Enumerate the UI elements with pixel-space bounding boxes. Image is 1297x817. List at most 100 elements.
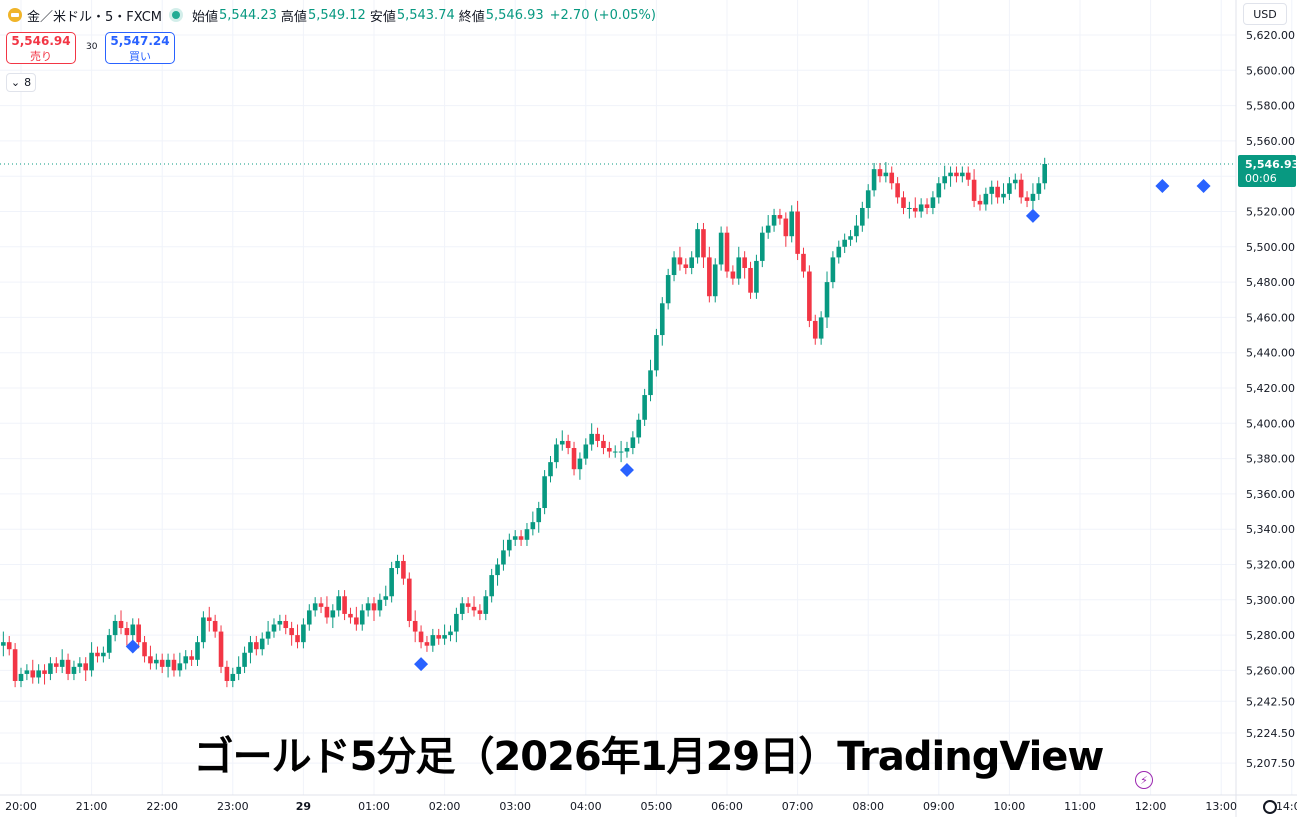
symbol-title[interactable]: 金／米ドル・5・FXCM xyxy=(27,9,163,25)
candle-body xyxy=(671,257,677,276)
x-tick-label: 22:00 xyxy=(146,800,178,813)
spread-value: 30 xyxy=(86,42,98,52)
y-tick-label: 5,460.00 xyxy=(1246,311,1295,324)
high-label: 高値 xyxy=(280,9,307,25)
candle-body xyxy=(771,215,777,226)
buy-button[interactable]: 5,547.24 買い xyxy=(105,32,175,64)
x-tick-label: 06:00 xyxy=(711,800,743,813)
high-value: 5,549.12 xyxy=(307,7,366,23)
x-tick-label: 20:00 xyxy=(5,800,37,813)
signal-marker xyxy=(1196,178,1211,193)
candle-body xyxy=(12,649,18,681)
candle-body xyxy=(571,448,577,470)
candle-body xyxy=(736,257,742,279)
candle-body xyxy=(636,419,642,438)
candle-body xyxy=(59,659,65,667)
candle-body xyxy=(512,536,518,540)
candle-body xyxy=(171,659,177,671)
candle-body xyxy=(259,638,265,650)
candle-body xyxy=(95,652,100,657)
candle-body xyxy=(201,617,206,643)
candle-body xyxy=(971,179,977,201)
lightning-icon[interactable]: ⚡ xyxy=(1135,771,1153,789)
candle-body xyxy=(983,193,989,205)
y-tick-label: 5,360.00 xyxy=(1246,488,1295,501)
candle-body xyxy=(677,257,683,265)
candle-body xyxy=(124,628,130,636)
y-tick-label: 5,500.00 xyxy=(1246,241,1295,254)
candle-body xyxy=(912,207,918,212)
candle-body xyxy=(601,440,606,449)
candle-body xyxy=(954,172,959,177)
candle-body xyxy=(707,257,712,297)
y-tick-label: 5,380.00 xyxy=(1246,453,1295,466)
candle-body xyxy=(595,433,600,441)
candle-body xyxy=(18,673,24,681)
candle-body xyxy=(860,207,865,226)
candle-body xyxy=(159,659,165,667)
candle-body xyxy=(48,663,53,674)
candle-body xyxy=(618,451,624,453)
candle-body xyxy=(271,624,277,632)
candle-body xyxy=(136,624,141,643)
candle-body xyxy=(501,550,506,565)
indicators-toggle-button[interactable]: ⌄ 8 xyxy=(6,73,36,92)
candle-body xyxy=(336,596,341,611)
candle-body xyxy=(1012,179,1018,184)
symbol-header: 金／米ドル・5・FXCM 始値 5,544.23 高値 5,549.12 安値 5,5… xyxy=(8,5,656,25)
open-label: 始値 xyxy=(192,9,219,25)
x-tick-label: 12:00 xyxy=(1135,800,1167,813)
grid xyxy=(0,0,1293,795)
x-tick-label: 21:00 xyxy=(76,800,108,813)
signal-marker xyxy=(414,657,429,672)
candle-body xyxy=(871,169,877,191)
candle-body xyxy=(948,172,953,177)
candle-body xyxy=(812,320,818,339)
currency-button[interactable]: USD xyxy=(1243,3,1287,25)
candle-body xyxy=(277,620,283,625)
candle-body xyxy=(101,652,106,657)
candle-body xyxy=(24,670,30,674)
candle-body xyxy=(395,560,400,569)
candle-body xyxy=(1001,193,1006,198)
candle-body xyxy=(748,267,753,293)
y-tick-label: 5,620.00 xyxy=(1246,29,1295,42)
candle-body xyxy=(589,433,594,445)
y-tick-label: 5,320.00 xyxy=(1246,559,1295,572)
gear-icon[interactable] xyxy=(1263,800,1277,814)
candle-body xyxy=(877,169,883,177)
candle-body xyxy=(218,631,224,667)
sell-button[interactable]: 5,546.94 売り xyxy=(6,32,76,64)
candle-body xyxy=(842,239,847,247)
candle-body xyxy=(989,186,995,194)
candle-body xyxy=(1042,163,1047,184)
candle-body xyxy=(495,564,500,576)
candle-body xyxy=(330,610,336,618)
candle-body xyxy=(54,663,59,667)
candle-body xyxy=(83,663,89,671)
y-tick-label: 5,520.00 xyxy=(1246,206,1295,219)
candle-body xyxy=(624,448,630,452)
candle-body xyxy=(130,624,136,636)
candle-body xyxy=(30,670,36,678)
candle-body xyxy=(407,578,412,621)
candle-body xyxy=(836,246,842,258)
candle-body xyxy=(359,610,365,625)
candle-body xyxy=(783,218,789,237)
market-open-icon xyxy=(172,11,181,19)
candle-body xyxy=(42,670,47,674)
candle-body xyxy=(401,560,406,579)
buy-price: 5,547.24 xyxy=(110,34,170,48)
candle-body xyxy=(471,606,477,611)
candle-body xyxy=(965,172,971,180)
candle-body xyxy=(930,197,936,208)
markers xyxy=(125,178,1211,672)
candle-body xyxy=(442,635,447,639)
candle-body xyxy=(830,257,836,283)
candle-body xyxy=(418,631,424,643)
candle-body xyxy=(824,282,830,318)
signal-marker xyxy=(1025,208,1040,223)
candle-body xyxy=(371,603,377,611)
